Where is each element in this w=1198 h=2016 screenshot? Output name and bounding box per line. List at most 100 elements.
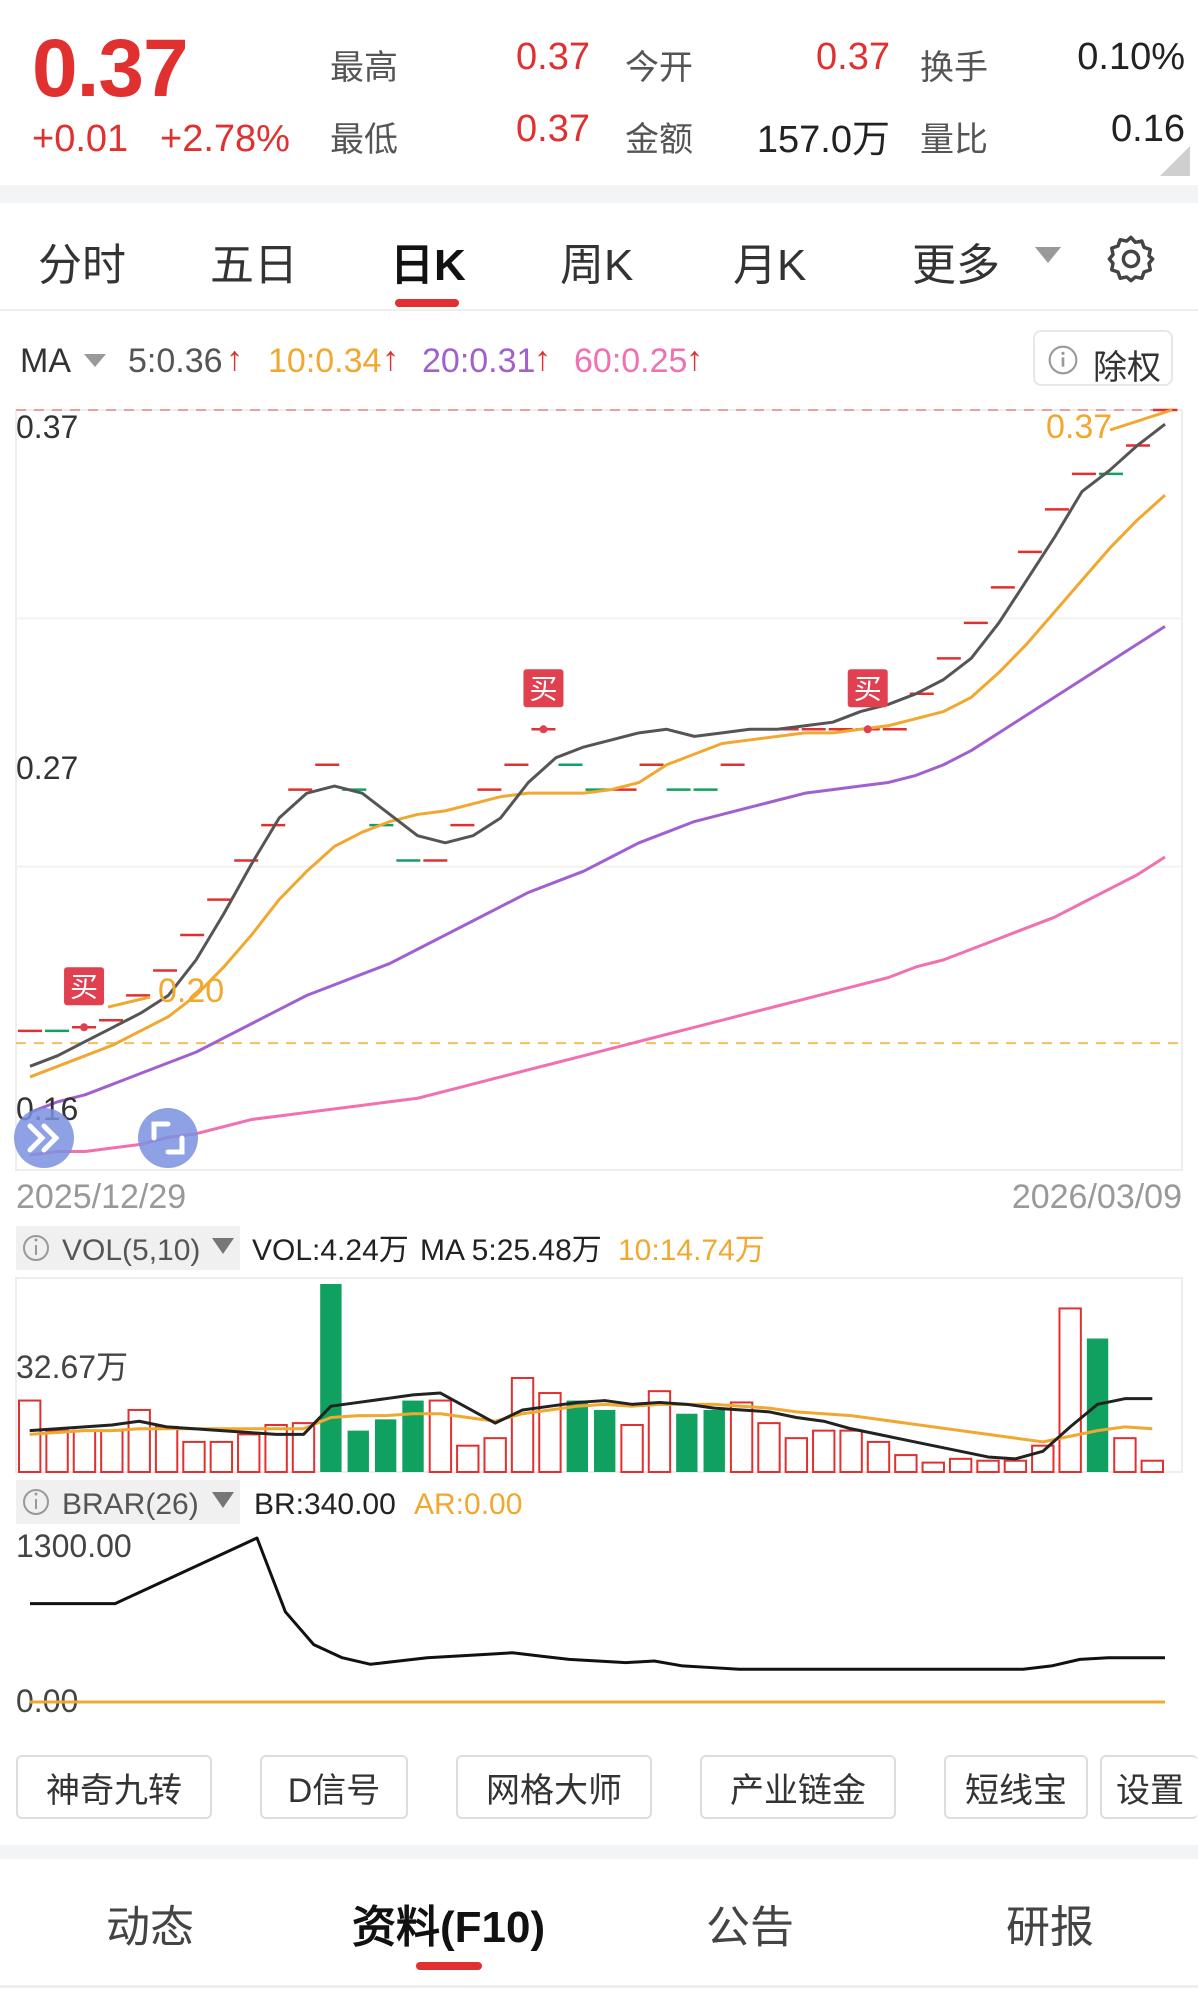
- volume-bar: [18, 1399, 42, 1473]
- volume-bar: [510, 1377, 535, 1473]
- vol-ma10-value: 10:14.74万: [618, 1234, 765, 1267]
- y-axis-labels: 0.37 0.27 0.16 0.37 0.20: [16, 408, 1112, 1127]
- ma20-value: 20:0.31: [422, 342, 536, 380]
- volume-bar: [456, 1444, 480, 1474]
- volume-ma-lines: [29, 1391, 1153, 1461]
- volume-bar: [320, 1284, 342, 1472]
- gear-icon[interactable]: [1105, 233, 1157, 285]
- volume-bar: [566, 1400, 588, 1472]
- d-signal-button[interactable]: D信号: [260, 1755, 408, 1819]
- volume-bar: [428, 1399, 453, 1473]
- volume-bar: [703, 1409, 725, 1472]
- volume-bar: [647, 1390, 672, 1473]
- brar-indicator-selector[interactable]: BRAR(26): [16, 1480, 240, 1524]
- brar-lines: [30, 1536, 1165, 1704]
- volume-bar: [1003, 1459, 1028, 1473]
- volume-bar: [374, 1419, 397, 1472]
- ma-selector[interactable]: MA: [20, 342, 71, 380]
- volume-bar: [347, 1430, 369, 1472]
- volume-bar: [894, 1454, 918, 1473]
- tab-f10[interactable]: 资料(F10): [352, 1903, 546, 1952]
- brar-indicator-label: BRAR(26): [62, 1488, 199, 1521]
- volume-bar: [291, 1422, 316, 1473]
- volume-bars: [15, 1277, 1183, 1474]
- brar-max-label: 1300.00: [16, 1528, 132, 1564]
- ma20-line: [29, 625, 1166, 1114]
- buy-signal-label: 买: [529, 673, 557, 704]
- tab-news[interactable]: 动态: [106, 1903, 194, 1952]
- tab-intraday[interactable]: 分时: [38, 241, 126, 290]
- volume-bar: [127, 1408, 151, 1474]
- ma60-value: 60:0.25: [574, 342, 688, 380]
- volume-ratio-value: 0.16: [1111, 108, 1185, 150]
- open-value: 0.37: [816, 36, 890, 78]
- tab-weekly-k[interactable]: 周K: [560, 241, 634, 290]
- kline-chart[interactable]: 买买买 0.37 0.27 0.16 0.37 0.20 2025/12/29 …: [0, 400, 1198, 1730]
- active-tab-indicator: [416, 1962, 482, 1970]
- buy-signals: 买买买: [64, 669, 888, 1032]
- min-marker-stub: [107, 995, 151, 1009]
- ma-lines: [29, 408, 1173, 1157]
- vol-ma5-value: MA 5:25.48万: [420, 1234, 602, 1267]
- volume-ma10-line: [29, 1402, 1153, 1444]
- active-tab-indicator: [395, 299, 459, 307]
- min-price-marker: 0.20: [158, 972, 224, 1010]
- price-change-pct: +2.78%: [160, 118, 290, 160]
- ar-value: AR:0.00: [414, 1488, 522, 1521]
- chevron-down-icon[interactable]: [1035, 247, 1061, 265]
- up-arrow-icon: ↑: [382, 340, 399, 378]
- ma10-value: 10:0.34: [268, 342, 382, 380]
- chevron-down-icon[interactable]: [84, 354, 106, 368]
- high-label: 最高: [330, 49, 398, 87]
- buy-signal-badge: [64, 967, 105, 1006]
- volume-bar: [676, 1413, 698, 1472]
- ex-rights-button[interactable]: 除权: [1033, 330, 1173, 387]
- amount-value: 157.0万: [756, 119, 890, 161]
- tab-more[interactable]: 更多: [912, 241, 1000, 290]
- tab-announcements[interactable]: 公告: [706, 1903, 794, 1952]
- volume-bar: [1113, 1437, 1137, 1474]
- volume-bar: [209, 1440, 234, 1474]
- settings-button[interactable]: 设置: [1100, 1755, 1198, 1819]
- volume-ma5-line: [29, 1391, 1153, 1461]
- vol-indicator-selector[interactable]: VOL(5,10): [16, 1226, 240, 1270]
- expand-left-button[interactable]: [14, 1108, 74, 1168]
- industry-chain-button[interactable]: 产业链金: [700, 1755, 896, 1819]
- tab-daily-k[interactable]: 日K: [390, 241, 466, 290]
- grid-master-button[interactable]: 网格大师: [456, 1755, 652, 1819]
- ma10-line: [29, 494, 1167, 1079]
- tab-five-day[interactable]: 五日: [210, 241, 298, 290]
- volume-bar: [237, 1433, 261, 1474]
- period-tabs: 分时 五日 日K 周K 月K 更多: [0, 203, 1198, 311]
- volume-bar: [620, 1424, 644, 1473]
- volume-bar: [100, 1429, 124, 1474]
- br-line: [30, 1536, 1165, 1671]
- low-label: 最低: [330, 121, 398, 159]
- volume-bar: [154, 1425, 179, 1474]
- buy-signal-dot: [539, 725, 548, 734]
- magic-nine-button[interactable]: 神奇九转: [16, 1755, 212, 1819]
- short-line-button[interactable]: 短线宝: [944, 1755, 1088, 1819]
- divider: [0, 1985, 1198, 1988]
- high-value: 0.37: [516, 36, 590, 78]
- date-end-label: 2026/03/09: [1012, 1178, 1182, 1216]
- volume-bar: [45, 1429, 69, 1474]
- tab-monthly-k[interactable]: 月K: [733, 241, 807, 290]
- chevron-down-icon: [212, 1492, 234, 1508]
- separator: [0, 185, 1198, 203]
- vol-max-label: 32.67万: [16, 1349, 128, 1385]
- volume-bar: [72, 1429, 97, 1474]
- volume-bar: [182, 1440, 206, 1474]
- corner-triangle-icon: [1160, 146, 1190, 176]
- buy-signal-label: 买: [70, 971, 98, 1002]
- up-arrow-icon: ↑: [534, 340, 551, 378]
- bottom-tabs: 动态 资料(F10) 公告 研报: [0, 1859, 1198, 1989]
- volume-bar: [594, 1409, 616, 1472]
- ma60-line: [29, 855, 1166, 1157]
- tab-research[interactable]: 研报: [1006, 1903, 1094, 1952]
- ex-rights-label: 除权: [1093, 349, 1161, 387]
- open-label: 今开: [625, 49, 693, 87]
- grid: [15, 409, 1183, 1171]
- info-icon: [1048, 345, 1078, 375]
- fullscreen-button[interactable]: [138, 1108, 198, 1168]
